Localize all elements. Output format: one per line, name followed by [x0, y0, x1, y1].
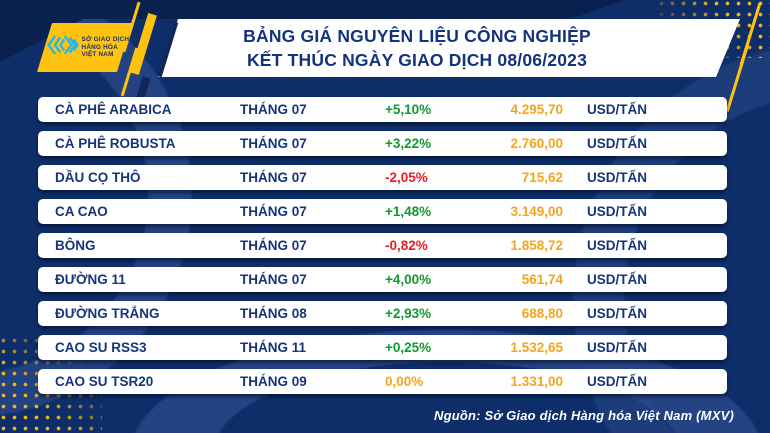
change-percent: +1,48% [385, 204, 432, 219]
table-row: CAO SU RSS3 THÁNG 11 +0,25% 1.532,65 USD… [38, 335, 727, 360]
contract-month: THÁNG 07 [240, 102, 307, 117]
price-unit: USD/TẤN [587, 204, 647, 219]
change-percent: +0,25% [385, 340, 432, 355]
change-percent: 0,00% [385, 374, 424, 389]
price-value: 3.149,00 [510, 204, 563, 219]
table-row: DẦU CỌ THÔ THÁNG 07 -2,05% 715,62 USD/TẤ… [38, 165, 727, 190]
mxv-chevron-wave-icon [47, 34, 79, 61]
source-attribution: Nguồn: Sở Giao dịch Hàng hóa Việt Nam (M… [434, 408, 734, 423]
commodity-name: ĐƯỜNG TRẮNG [55, 306, 160, 321]
contract-month: THÁNG 11 [240, 340, 307, 355]
contract-month: THÁNG 07 [240, 204, 307, 219]
table-row: ĐƯỜNG 11 THÁNG 07 +4,00% 561,74 USD/TẤN [38, 267, 727, 292]
contract-month: THÁNG 09 [240, 374, 307, 389]
logo-org-name: SỞ GIAO DỊCH HÀNG HÓA VIỆT NAM [81, 36, 130, 59]
table-row: BÔNG THÁNG 07 -0,82% 1.858,72 USD/TẤN [38, 233, 727, 258]
price-value: 688,80 [521, 306, 563, 321]
price-value: 1.331,00 [510, 374, 563, 389]
price-value: 1.532,65 [510, 340, 563, 355]
price-unit: USD/TẤN [587, 374, 647, 389]
change-percent: +5,10% [385, 102, 432, 117]
contract-month: THÁNG 07 [240, 238, 307, 253]
change-percent: +4,00% [385, 272, 432, 287]
page-title: BẢNG GIÁ NGUYÊN LIỆU CÔNG NGHIỆP [243, 26, 591, 46]
contract-month: THÁNG 07 [240, 170, 307, 185]
commodity-name: BÔNG [55, 238, 96, 253]
price-unit: USD/TẤN [587, 102, 647, 117]
commodity-name: CA CAO [55, 204, 108, 219]
price-value: 561,74 [521, 272, 563, 287]
commodity-name: CÀ PHÊ ARABICA [55, 102, 172, 117]
commodity-name: ĐƯỜNG 11 [55, 272, 126, 287]
commodity-name: CAO SU TSR20 [55, 374, 154, 389]
change-percent: +3,22% [385, 136, 432, 151]
table-row: CA CAO THÁNG 07 +1,48% 3.149,00 USD/TẤN [38, 199, 727, 224]
price-unit: USD/TẤN [587, 136, 647, 151]
table-row: CÀ PHÊ ARABICA THÁNG 07 +5,10% 4.295,70 … [38, 97, 727, 122]
contract-month: THÁNG 07 [240, 136, 307, 151]
price-unit: USD/TẤN [587, 170, 647, 185]
price-unit: USD/TẤN [587, 340, 647, 355]
table-row: CAO SU TSR20 THÁNG 09 0,00% 1.331,00 USD… [38, 369, 727, 394]
top-dark-band [0, 0, 625, 19]
change-percent: -2,05% [385, 170, 428, 185]
contract-month: THÁNG 08 [240, 306, 307, 321]
price-value: 2.760,00 [510, 136, 563, 151]
table-row: CÀ PHÊ ROBUSTA THÁNG 07 +3,22% 2.760,00 … [38, 131, 727, 156]
page-subtitle-date: KẾT THÚC NGÀY GIAO DỊCH 08/06/2023 [246, 50, 588, 70]
commodity-name: CÀ PHÊ ROBUSTA [55, 136, 176, 151]
commodity-name: DẦU CỌ THÔ [55, 170, 141, 185]
price-unit: USD/TẤN [587, 238, 647, 253]
header-banner: BẢNG GIÁ NGUYÊN LIỆU CÔNG NGHIỆP KẾT THÚ… [158, 19, 740, 77]
price-unit: USD/TẤN [587, 306, 647, 321]
price-value: 1.858,72 [510, 238, 563, 253]
change-percent: -0,82% [385, 238, 428, 253]
change-percent: +2,93% [385, 306, 432, 321]
price-value: 4.295,70 [510, 102, 563, 117]
price-unit: USD/TẤN [587, 272, 647, 287]
mxv-logo: SỞ GIAO DỊCH HÀNG HÓA VIỆT NAM [37, 23, 132, 72]
price-value: 715,62 [521, 170, 563, 185]
contract-month: THÁNG 07 [240, 272, 307, 287]
table-row: ĐƯỜNG TRẮNG THÁNG 08 +2,93% 688,80 USD/T… [38, 301, 727, 326]
price-table: CÀ PHÊ ARABICA THÁNG 07 +5,10% 4.295,70 … [38, 97, 727, 403]
commodity-name: CAO SU RSS3 [55, 340, 147, 355]
